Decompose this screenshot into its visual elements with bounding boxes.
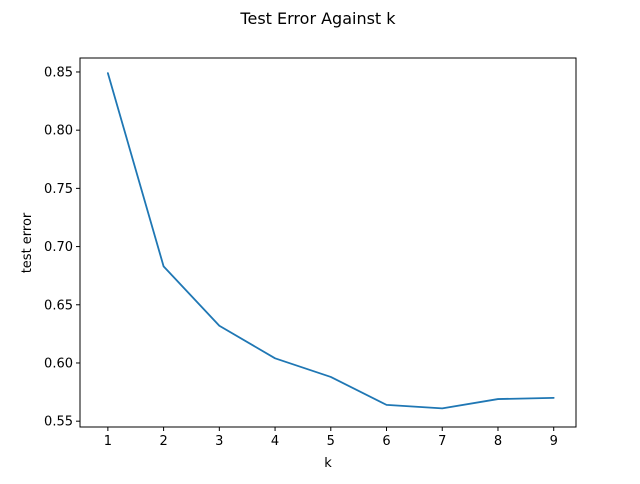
x-tick-label: 5 [327, 434, 335, 449]
y-tick-label: 0.80 [44, 124, 73, 139]
x-tick-label: 9 [550, 434, 558, 449]
x-tick-label: 2 [159, 434, 167, 449]
x-axis-label: k [324, 456, 332, 471]
y-tick-label: 0.75 [44, 182, 73, 197]
y-axis-label: test error [20, 212, 35, 273]
x-tick-label: 3 [215, 434, 223, 449]
y-tick-label: 0.55 [44, 415, 73, 430]
x-tick-label: 8 [494, 434, 502, 449]
x-tick-label: 6 [382, 434, 390, 449]
series-line [106, 72, 555, 410]
x-tick-label: 1 [104, 434, 112, 449]
y-tick-label: 0.85 [44, 65, 73, 80]
x-tick-label: 7 [438, 434, 446, 449]
axes-frame [79, 57, 577, 428]
y-tick-label: 0.70 [44, 240, 73, 255]
y-tick-label: 0.65 [44, 298, 73, 313]
x-tick-label: 4 [271, 434, 279, 449]
chart-title: Test Error Against k [239, 9, 396, 28]
y-tick-label: 0.60 [44, 356, 73, 371]
plot-area: 1 2 3 4 5 6 7 8 9 0.55 0.60 0.65 0.70 0.75 0.80 0.85 [44, 57, 577, 449]
